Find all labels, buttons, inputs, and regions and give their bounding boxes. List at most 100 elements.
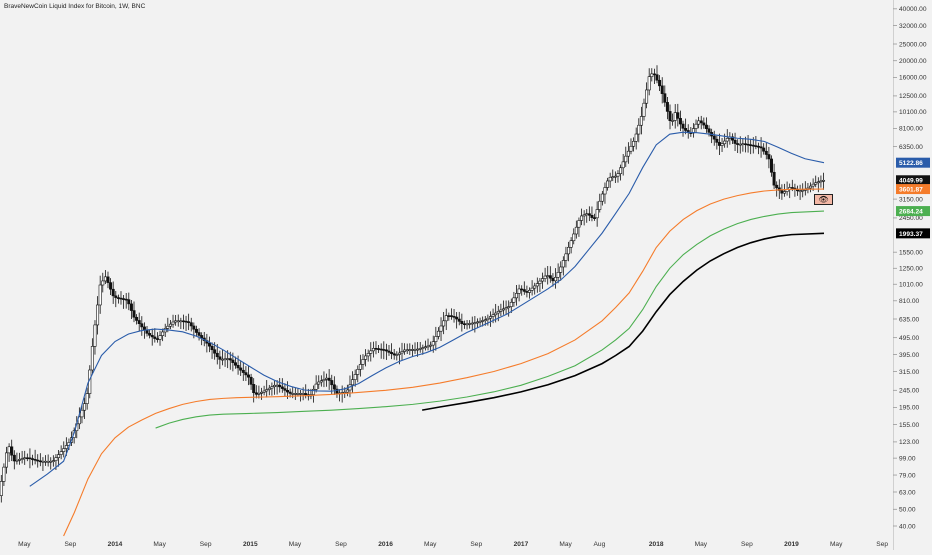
candle-body bbox=[41, 460, 45, 463]
candle-body bbox=[135, 316, 139, 321]
candle bbox=[697, 116, 701, 129]
candle bbox=[488, 311, 492, 327]
candle bbox=[317, 375, 321, 390]
candle-body bbox=[447, 315, 451, 317]
candle-body bbox=[673, 112, 677, 121]
candle-body bbox=[556, 272, 560, 278]
candle bbox=[772, 163, 776, 190]
candle-body bbox=[114, 295, 118, 298]
candle-body bbox=[814, 182, 818, 185]
candle bbox=[468, 320, 472, 329]
eye-icon[interactable]: 👁 bbox=[814, 194, 833, 205]
candle-body bbox=[384, 349, 388, 352]
candle-body bbox=[665, 102, 669, 112]
candle-body bbox=[541, 278, 545, 282]
candle bbox=[267, 384, 271, 396]
candle bbox=[233, 356, 237, 369]
candle bbox=[686, 124, 690, 139]
candle bbox=[444, 308, 448, 331]
candle bbox=[366, 349, 370, 362]
candle-body bbox=[293, 393, 297, 395]
candle bbox=[717, 133, 721, 156]
candle-body bbox=[702, 122, 706, 126]
candle-body bbox=[501, 308, 505, 311]
time-axis[interactable]: May Sep 2014 May Sep 2015 May Sep 2016 May Sep 2017… bbox=[18, 541, 888, 548]
candle-body bbox=[478, 320, 482, 323]
candle-body bbox=[449, 315, 453, 317]
candle bbox=[96, 296, 100, 335]
candle bbox=[658, 75, 662, 92]
candle-body bbox=[351, 379, 355, 386]
candle bbox=[449, 308, 453, 320]
candle bbox=[205, 333, 209, 353]
candle bbox=[671, 113, 675, 126]
candle-body bbox=[288, 391, 292, 394]
candle bbox=[304, 384, 308, 399]
candle bbox=[616, 170, 620, 183]
candle-body bbox=[600, 193, 604, 202]
candle bbox=[103, 270, 107, 285]
candle-body bbox=[611, 176, 615, 179]
candle-body bbox=[98, 284, 102, 306]
candle bbox=[239, 360, 243, 376]
candle bbox=[619, 164, 623, 181]
x-tick-label: Sep bbox=[335, 541, 347, 548]
candle bbox=[259, 387, 263, 400]
candle-body bbox=[671, 120, 675, 122]
candle-body bbox=[652, 73, 656, 76]
y-tick-label: 1550.00 bbox=[899, 249, 923, 256]
candle-body bbox=[567, 246, 571, 255]
candle-body bbox=[634, 133, 638, 142]
candle-body bbox=[418, 348, 422, 350]
candle-body bbox=[551, 277, 555, 282]
candle-body bbox=[595, 209, 599, 219]
candle bbox=[210, 342, 214, 359]
y-tick-label: 40.00 bbox=[899, 523, 916, 530]
candle-body bbox=[522, 289, 526, 292]
candle-body bbox=[286, 390, 290, 393]
candle bbox=[270, 382, 274, 396]
y-tick-label: 495.00 bbox=[899, 335, 920, 342]
candle bbox=[356, 365, 360, 383]
candle bbox=[611, 169, 615, 182]
candle bbox=[715, 135, 719, 150]
candle-body bbox=[246, 374, 250, 378]
candle bbox=[806, 183, 810, 194]
candle-body bbox=[647, 76, 651, 91]
price-axis[interactable]: 40000.00 32000.00 25000.00 20000.00 16000.00… bbox=[893, 6, 927, 530]
price-label-background bbox=[896, 228, 930, 239]
candle bbox=[23, 450, 27, 465]
candle-body bbox=[452, 316, 456, 318]
candle-body bbox=[668, 111, 672, 121]
price-label-value: 1993.37 bbox=[899, 231, 923, 238]
x-tick-label: May bbox=[289, 541, 302, 548]
y-tick-label: 6350.00 bbox=[899, 144, 923, 151]
candle bbox=[590, 206, 594, 222]
candle-body bbox=[431, 341, 435, 346]
candle bbox=[361, 354, 365, 370]
candle bbox=[533, 282, 537, 295]
candle-body bbox=[554, 277, 558, 282]
candle bbox=[418, 342, 422, 353]
candle bbox=[796, 185, 800, 196]
candle bbox=[699, 115, 703, 130]
candle bbox=[249, 373, 253, 390]
candle-body bbox=[538, 280, 542, 284]
y-tick-label: 395.00 bbox=[899, 352, 920, 359]
price-label-badge: 3601.87 bbox=[896, 184, 930, 195]
candle-body bbox=[54, 457, 58, 461]
candle-body bbox=[582, 214, 586, 217]
candle bbox=[345, 384, 349, 397]
candle bbox=[257, 385, 261, 399]
candle-body bbox=[678, 118, 682, 125]
candle-body bbox=[559, 266, 563, 273]
candle-body bbox=[413, 348, 417, 351]
candle bbox=[514, 285, 518, 306]
candle bbox=[28, 448, 32, 469]
candle-body bbox=[408, 349, 412, 351]
candle-body bbox=[361, 359, 365, 365]
candle bbox=[546, 266, 550, 285]
candle bbox=[80, 404, 84, 424]
